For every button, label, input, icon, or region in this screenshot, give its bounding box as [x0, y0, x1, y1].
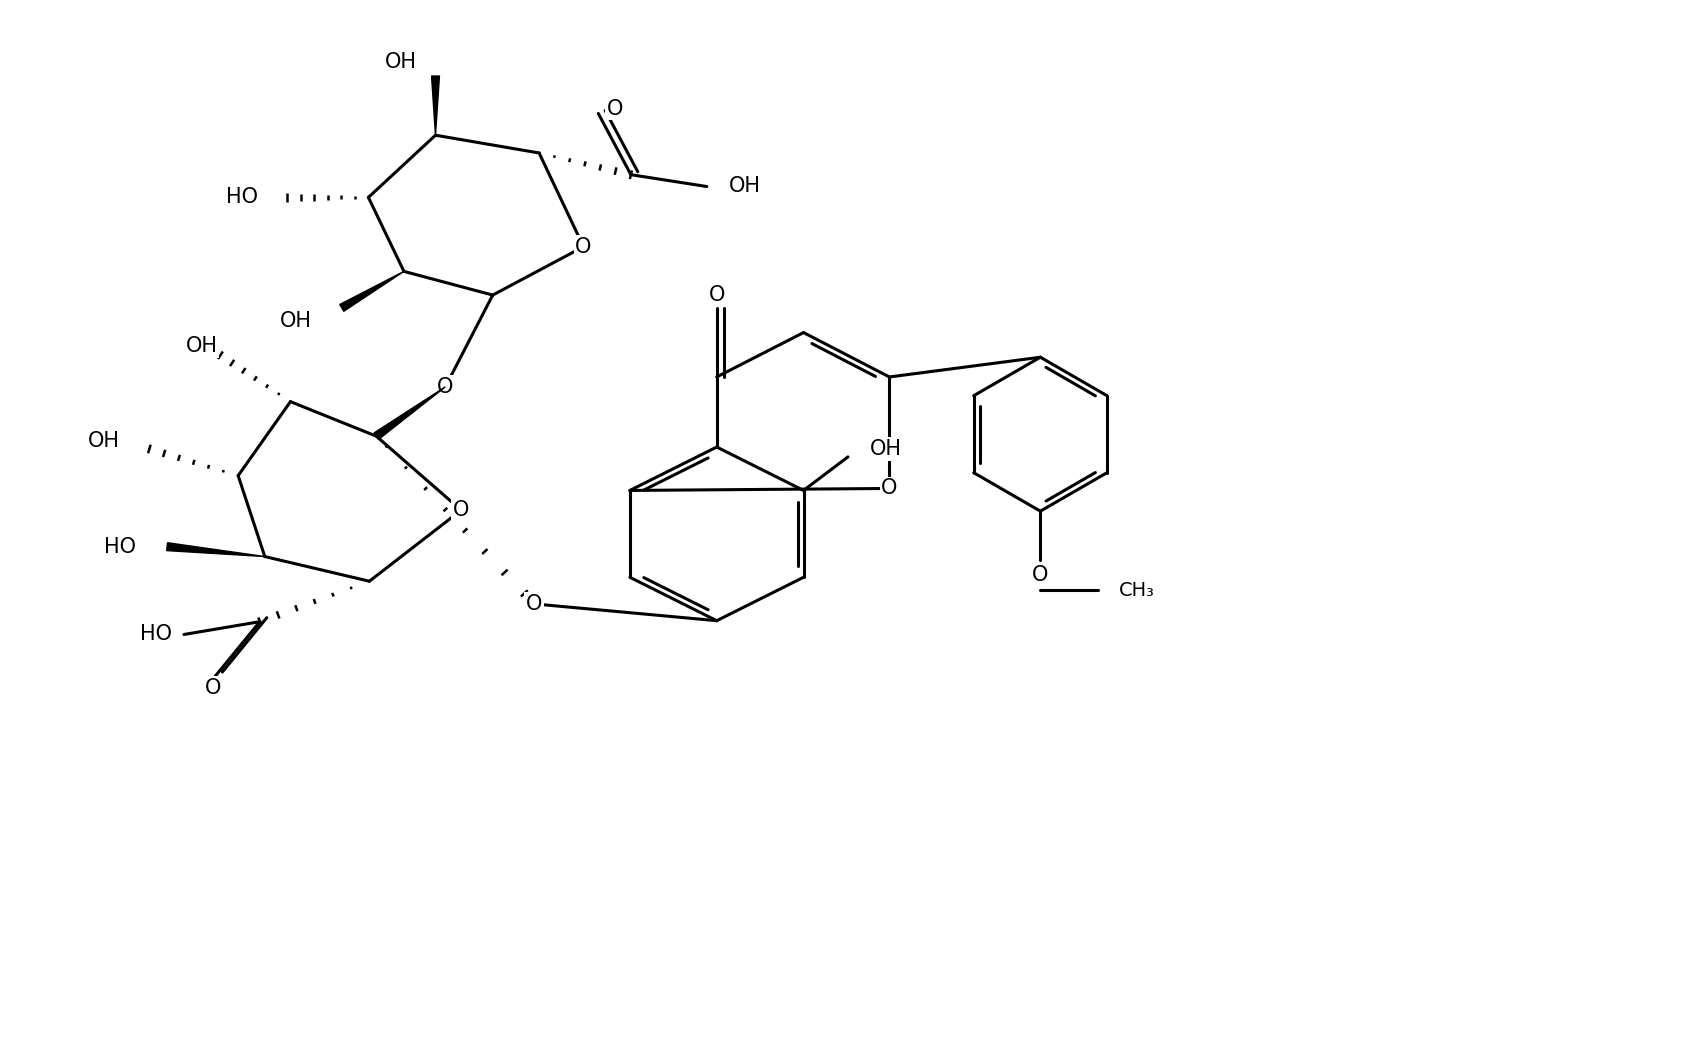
- Text: OH: OH: [280, 311, 312, 331]
- Text: OH: OH: [88, 431, 120, 451]
- Polygon shape: [375, 387, 446, 439]
- Text: OH: OH: [385, 52, 417, 72]
- Polygon shape: [339, 271, 403, 312]
- Text: OH: OH: [869, 439, 901, 459]
- Text: OH: OH: [186, 337, 218, 357]
- Text: O: O: [881, 478, 898, 499]
- Text: O: O: [608, 98, 623, 118]
- Text: O: O: [437, 377, 454, 396]
- Text: HO: HO: [103, 537, 135, 556]
- Text: O: O: [527, 594, 542, 614]
- Text: O: O: [576, 236, 592, 256]
- Text: O: O: [709, 286, 724, 305]
- Text: O: O: [1031, 565, 1048, 586]
- Text: O: O: [452, 500, 469, 520]
- Text: HO: HO: [140, 624, 172, 644]
- Text: CH₃: CH₃: [1119, 581, 1155, 599]
- Text: OH: OH: [729, 176, 761, 196]
- Polygon shape: [432, 76, 439, 135]
- Text: HO: HO: [226, 187, 258, 207]
- Polygon shape: [167, 543, 265, 556]
- Text: O: O: [206, 678, 221, 698]
